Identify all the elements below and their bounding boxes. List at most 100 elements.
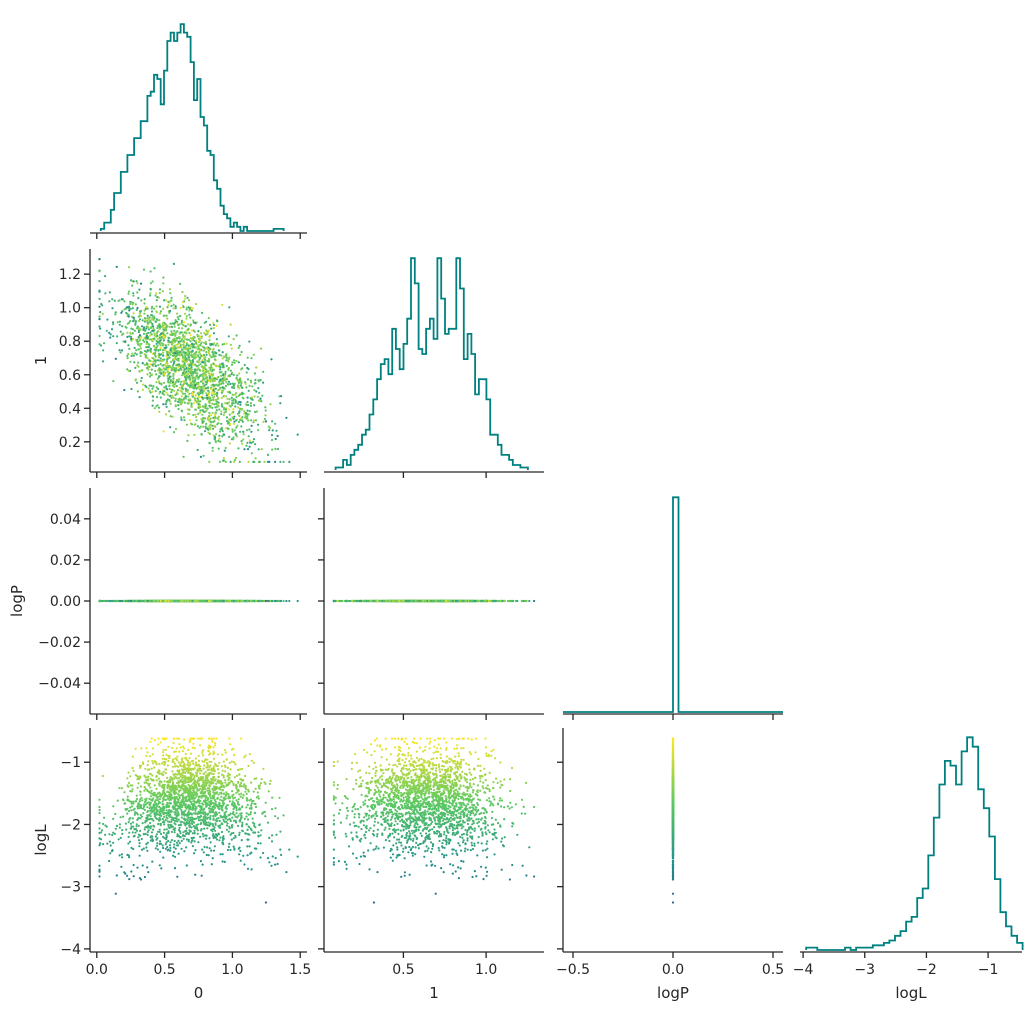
point [184,325,187,328]
point [129,360,132,363]
point [204,425,207,428]
point [137,335,140,338]
point [153,407,156,410]
point [173,357,176,360]
point [276,599,280,603]
point [213,379,216,383]
point [226,422,229,425]
point [143,340,146,343]
point [172,364,175,367]
point [139,282,143,285]
point [197,404,200,407]
point [217,439,220,442]
point [139,370,142,373]
point [185,423,188,426]
point [166,325,169,328]
point [228,404,231,407]
point [193,330,196,333]
point [216,393,219,396]
point [270,358,273,361]
point [220,354,223,357]
point [139,314,143,318]
point [197,330,200,333]
point [254,443,257,446]
point [232,410,235,413]
scatter-points [332,599,536,603]
point [257,599,260,603]
point [246,396,249,399]
point [214,387,217,390]
point [191,599,194,603]
point [241,391,244,394]
point [224,384,227,388]
point [178,386,181,390]
point [157,356,161,359]
point [187,355,190,358]
point [138,334,141,337]
point [173,337,176,340]
point [212,362,215,365]
point [194,384,197,387]
point [221,343,224,346]
point [208,415,211,418]
point [221,430,224,433]
point [229,323,232,326]
point [161,351,165,354]
point [191,361,194,364]
point [102,360,105,363]
panel-logP-vs-1 [318,488,544,720]
point [232,338,235,341]
point [167,336,170,340]
point [193,370,196,374]
point [132,294,135,297]
point [252,353,255,356]
point [183,397,186,400]
point [202,377,205,380]
point [164,322,167,325]
point [237,447,240,450]
point [201,345,204,348]
point [214,412,217,415]
point [134,338,137,341]
point [137,297,140,300]
point [188,386,191,389]
point [282,460,285,463]
point [115,265,118,268]
point [98,258,101,261]
point [183,321,186,324]
point [169,309,172,312]
point [242,430,245,433]
point [210,392,213,395]
point [209,342,212,345]
point [120,298,123,301]
point [162,314,165,317]
point [220,410,223,413]
point [159,362,162,366]
point [121,349,124,352]
point [218,599,221,603]
point [257,423,260,426]
point [261,394,264,397]
point [168,351,171,354]
point [203,341,206,344]
point [99,344,103,347]
point [232,417,235,420]
point [125,326,128,329]
point [144,338,147,341]
point [148,389,151,392]
point [161,290,164,293]
point [178,337,181,340]
point [222,408,226,411]
point [258,378,261,382]
point [199,411,202,414]
point [238,344,241,347]
point [174,397,177,400]
point [129,307,132,310]
point [194,363,197,366]
point [231,404,234,407]
point [224,446,227,450]
point [255,599,258,603]
point [136,306,139,310]
point [140,342,143,345]
point [171,384,174,387]
